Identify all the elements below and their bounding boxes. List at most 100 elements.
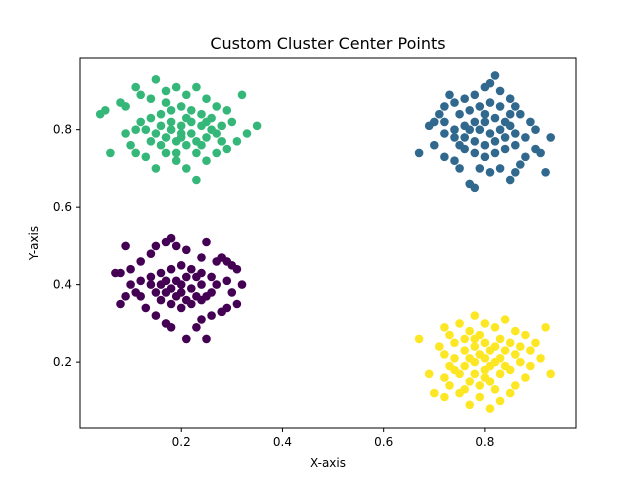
scatter-point-cluster-1-10 <box>171 241 181 251</box>
scatter-point-cluster-2-68 <box>480 109 490 119</box>
scatter-point-cluster-3-34 <box>131 125 140 134</box>
scatter-point-cluster-2-25 <box>526 117 535 127</box>
scatter-point-cluster-2-32 <box>480 82 490 92</box>
scatter-point-cluster-1-11 <box>182 245 191 255</box>
scatter-point-cluster-3-40 <box>187 106 196 115</box>
scatter-point-cluster-4-55 <box>470 369 480 379</box>
scatter-point-cluster-1-7 <box>151 241 161 251</box>
scatter-point-cluster-4-70 <box>470 334 480 344</box>
scatter-point-cluster-3-24 <box>202 156 211 165</box>
scatter-point-cluster-2-5 <box>450 133 459 142</box>
y-tick-label: 0.8 <box>53 123 72 137</box>
scatter-point-cluster-1-52 <box>166 299 176 309</box>
scatter-point-cluster-2-27 <box>511 102 520 111</box>
scatter-point-cluster-4-22 <box>526 361 535 371</box>
scatter-point-cluster-1-64 <box>161 276 171 286</box>
scatter-point-cluster-3-70 <box>202 117 211 127</box>
scatter-point-cluster-2-8 <box>440 152 449 162</box>
scatter-point-cluster-3-33 <box>121 129 130 138</box>
scatter-point-cluster-3-54 <box>176 121 186 131</box>
scatter-point-cluster-4-25 <box>505 388 515 398</box>
scatter-point-cluster-4-42 <box>516 357 525 367</box>
scatter-point-cluster-4-40 <box>500 346 510 355</box>
scatter-point-cluster-4-23 <box>521 373 530 382</box>
scatter-point-cluster-3-3 <box>106 148 115 158</box>
scatter-point-cluster-3-58 <box>187 129 196 138</box>
scatter-point-cluster-1-4 <box>111 268 120 278</box>
scatter-point-cluster-2-36 <box>445 90 454 100</box>
scatter-point-cluster-3-57 <box>207 125 216 134</box>
scatter-point-cluster-2-64 <box>475 125 485 134</box>
scatter-point-cluster-1-2 <box>126 264 135 274</box>
scatter-point-cluster-3-26 <box>182 164 191 173</box>
scatter-point-cluster-3-10 <box>161 86 171 96</box>
scatter-point-cluster-2-65 <box>485 129 495 138</box>
scatter-point-cluster-4-31 <box>445 381 454 390</box>
scatter-point-cluster-1-25 <box>207 311 216 320</box>
scatter-point-cluster-2-41 <box>475 102 485 111</box>
scatter-point-cluster-1-32 <box>151 311 161 320</box>
scatter-point-cluster-3-38 <box>166 106 176 115</box>
scatter-point-cluster-3-45 <box>202 133 211 142</box>
scatter-point-cluster-2-55 <box>500 133 510 142</box>
scatter-point-cluster-3-15 <box>212 102 221 111</box>
scatter-point-cluster-4-12 <box>480 319 490 328</box>
scatter-point-cluster-3-9 <box>151 75 161 84</box>
scatter-point-cluster-2-52 <box>470 137 480 146</box>
scatter-point-cluster-1-24 <box>217 307 226 317</box>
scatter-point-cluster-3-29 <box>151 164 161 173</box>
scatter-point-cluster-1-35 <box>131 288 140 297</box>
scatter-point-cluster-4-56 <box>490 385 500 394</box>
scatter-point-cluster-1-36 <box>126 280 135 289</box>
scatter-point-cluster-1-41 <box>156 268 166 278</box>
scatter-point-cluster-3-2 <box>101 106 110 115</box>
scatter-point-cluster-2-58 <box>511 140 520 150</box>
scatter-point-cluster-2-6 <box>414 148 424 158</box>
scatter-point-cluster-2-54 <box>490 137 500 146</box>
scatter-point-cluster-2-47 <box>480 117 490 127</box>
scatter-point-cluster-1-43 <box>176 261 186 270</box>
scatter-point-cluster-4-9 <box>455 319 464 328</box>
y-axis-label: Y-axis <box>27 226 41 261</box>
scatter-point-cluster-3-21 <box>232 137 242 146</box>
scatter-point-cluster-2-22 <box>541 168 550 177</box>
scatter-point-cluster-2-12 <box>470 183 480 193</box>
scatter-point-cluster-2-42 <box>485 98 495 107</box>
scatter-point-cluster-4-15 <box>511 326 520 336</box>
scatter-point-cluster-2-9 <box>450 156 459 165</box>
scatter-point-cluster-2-53 <box>480 140 490 150</box>
scatter-point-cluster-1-59 <box>187 284 196 293</box>
scatter-point-cluster-1-62 <box>182 272 191 282</box>
scatter-point-cluster-4-68 <box>460 385 470 394</box>
scatter-point-cluster-3-69 <box>176 133 186 142</box>
scatter-point-cluster-4-17 <box>531 338 540 348</box>
plot-area-frame <box>79 57 577 429</box>
scatter-point-cluster-2-40 <box>465 106 475 115</box>
scatter-point-cluster-3-18 <box>227 117 237 127</box>
scatter-point-cluster-4-8 <box>450 338 459 348</box>
scatter-point-cluster-4-32 <box>440 373 449 382</box>
scatter-point-cluster-3-63 <box>182 113 191 123</box>
scatter-point-cluster-1-44 <box>187 264 196 274</box>
scatter-point-cluster-3-68 <box>161 98 171 107</box>
scatter-point-cluster-2-2 <box>430 117 439 127</box>
scatter-point-cluster-2-43 <box>495 102 505 111</box>
x-tick-label: 0.6 <box>374 435 393 449</box>
scatter-point-cluster-2-28 <box>505 94 515 103</box>
scatter-point-cluster-4-64 <box>465 354 475 363</box>
scatter-point-cluster-1-21 <box>227 288 237 297</box>
scatter-point-cluster-2-37 <box>440 102 449 111</box>
scatter-point-cluster-4-1 <box>414 334 424 344</box>
scatter-point-cluster-1-51 <box>176 303 186 313</box>
scatter-point-cluster-3-49 <box>161 133 171 142</box>
scatter-point-cluster-1-18 <box>232 264 242 274</box>
scatter-point-cluster-3-62 <box>197 140 206 150</box>
scatter-point-cluster-4-59 <box>495 334 505 344</box>
scatter-point-cluster-4-16 <box>521 330 530 340</box>
scatter-point-cluster-1-42 <box>166 264 176 274</box>
scatter-point-cluster-2-69 <box>455 140 464 150</box>
x-axis-label: X-axis <box>310 456 346 470</box>
